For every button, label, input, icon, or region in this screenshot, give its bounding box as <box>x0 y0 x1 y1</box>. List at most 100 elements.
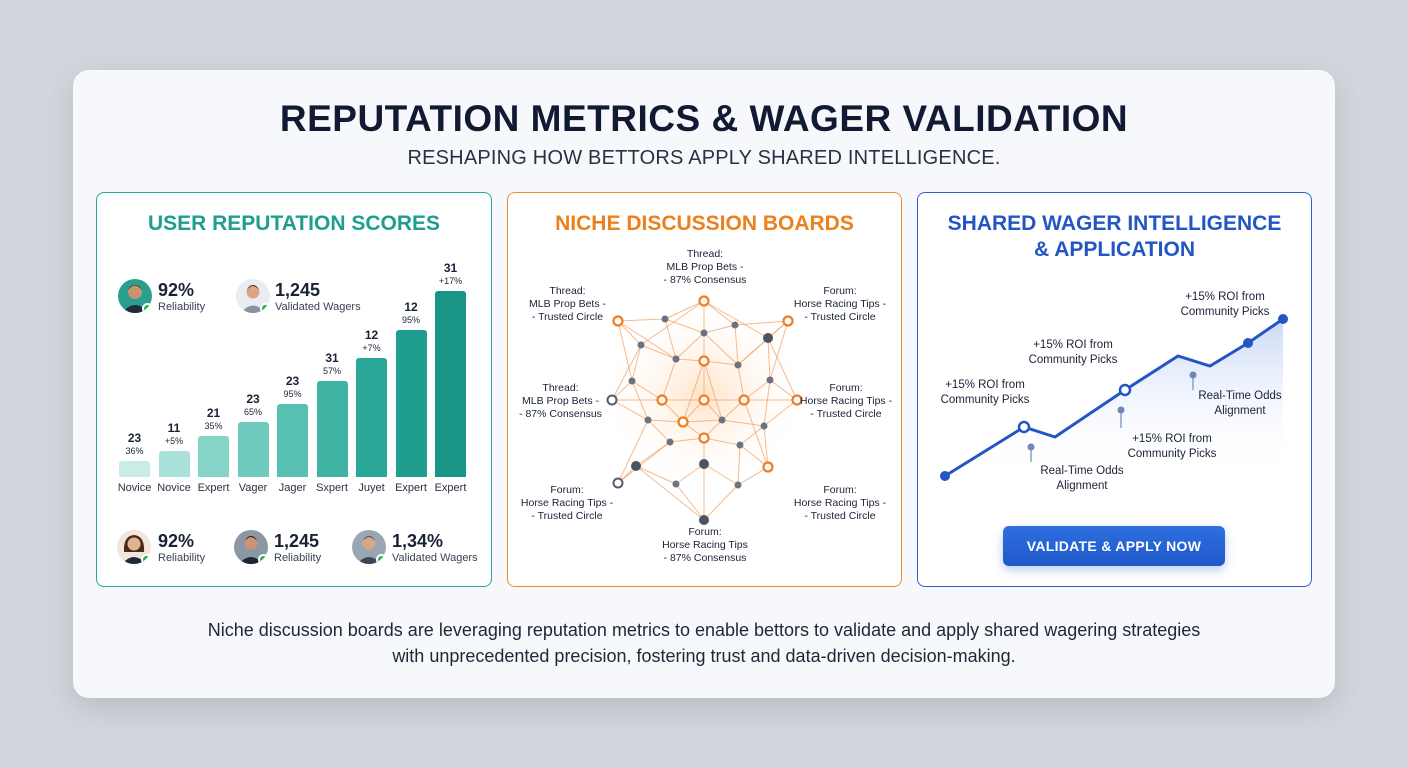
online-status-icon <box>142 303 152 313</box>
bar-percent-label: +7% <box>362 342 381 353</box>
user-node <box>734 481 742 489</box>
bar-category-label: Novice <box>117 482 152 494</box>
network-edge <box>703 300 736 326</box>
data-point <box>1243 338 1253 348</box>
network-edge <box>635 465 677 485</box>
wager-intelligence-panel-title: SHARED WAGER INTELLIGENCE & APPLICATION <box>947 212 1282 261</box>
bar-percent-label: +5% <box>164 435 184 446</box>
network-edge <box>635 465 705 521</box>
network-edge <box>611 399 649 421</box>
stat-label: Validated Wagers <box>392 552 478 564</box>
board-label: Thread: MLB Prop Bets - - 87% Consensus <box>519 382 602 420</box>
data-point <box>1027 443 1035 451</box>
network-edge <box>631 380 663 401</box>
board-label: Forum: Horse Racing Tips - - Trusted Cir… <box>799 382 893 420</box>
network-edge <box>640 344 677 360</box>
reputation-bar <box>237 421 269 477</box>
network-edge <box>737 364 745 401</box>
stat-value: 1,245 <box>274 531 320 551</box>
network-edge <box>631 344 642 382</box>
stat-value: 1,245 <box>275 280 321 300</box>
bar-percent-label: 95% <box>283 388 302 399</box>
network-edge <box>675 332 705 360</box>
network-edge <box>611 344 642 401</box>
network-edge <box>767 337 771 381</box>
board-label: Forum: Horse Racing Tips - - Trusted Cir… <box>793 484 887 522</box>
bar-category-label: Vager <box>238 482 268 494</box>
user-node <box>700 329 708 337</box>
user-node <box>628 377 636 385</box>
network-edge <box>682 419 723 423</box>
board-node <box>698 432 710 444</box>
roi-annotation: +15% ROI from Community Picks <box>1127 433 1217 460</box>
network-edge <box>703 332 739 366</box>
board-node <box>698 355 710 367</box>
network-edge <box>640 300 705 346</box>
data-point <box>1278 314 1288 324</box>
network-edge <box>739 444 769 468</box>
board-label: Forum: Horse Racing Tips - - Trusted Cir… <box>793 285 887 323</box>
network-edge <box>703 360 723 421</box>
bar-value-label: 23 <box>246 391 260 406</box>
network-edge <box>763 425 769 468</box>
data-point <box>1117 406 1125 414</box>
bar-category-label: Expert <box>434 482 467 494</box>
network-edge <box>769 320 789 381</box>
network-edge <box>703 463 739 486</box>
network-edge <box>617 320 677 360</box>
reputation-bar <box>435 291 466 477</box>
bar-category-label: Novice <box>157 482 191 494</box>
stat-label: Validated Wagers <box>275 301 361 313</box>
board-node <box>738 394 750 406</box>
bar-value-label: 12 <box>364 327 379 342</box>
user-avatar <box>234 530 268 564</box>
online-status-icon <box>260 303 270 313</box>
bar-value-label: 21 <box>206 406 221 421</box>
user-node <box>731 321 739 329</box>
board-node <box>677 416 689 428</box>
reputation-bar <box>356 357 387 477</box>
bar-percent-label: +17% <box>438 276 463 286</box>
hub-node <box>699 459 709 469</box>
stat-value: 1,34% <box>392 531 444 551</box>
online-status-icon <box>258 554 268 564</box>
board-node <box>612 477 624 489</box>
reputation-bar <box>316 380 348 477</box>
network-edge <box>737 444 741 486</box>
network-edge <box>664 318 677 360</box>
bar-value-label: 31 <box>443 261 458 275</box>
network-edge <box>763 399 798 427</box>
reputation-bar <box>158 450 190 477</box>
board-node <box>612 315 624 327</box>
online-status-icon <box>141 554 151 564</box>
network-edge <box>617 318 666 322</box>
network-edge <box>617 419 649 484</box>
bar-percent-label: 36% <box>125 445 144 456</box>
board-label: Forum: Horse Racing Tips - - Trusted Cir… <box>520 484 614 522</box>
roi-annotation: +15% ROI from Community Picks <box>1028 339 1118 366</box>
board-node <box>606 394 618 406</box>
user-node <box>672 355 680 363</box>
roi-annotation: +15% ROI from Community Picks <box>940 379 1030 406</box>
bar-percent-label: 95% <box>401 315 420 326</box>
user-avatar <box>117 530 151 564</box>
data-point <box>1189 371 1197 379</box>
board-label: Forum: Horse Racing Tips - 87% Consensus <box>662 526 748 564</box>
bar-value-label: 23 <box>285 373 300 388</box>
bar-category-label: Jager <box>278 482 307 494</box>
validate-apply-button[interactable]: VALIDATE & APPLY NOW <box>1003 526 1225 566</box>
bar-value-label: 11 <box>167 420 181 435</box>
reputation-bar <box>119 460 150 477</box>
bar-category-label: Sxpert <box>316 482 348 494</box>
data-point <box>1118 383 1132 397</box>
reputation-panel-title: USER REPUTATION SCORES <box>147 212 441 235</box>
bar-category-label: Expert <box>395 482 427 494</box>
user-node <box>736 441 744 449</box>
data-point <box>1017 420 1031 434</box>
board-node <box>698 295 710 307</box>
bar-value-label: 12 <box>404 300 418 315</box>
discussion-boards-panel-title: NICHE DISCUSSION BOARDS <box>555 212 854 235</box>
network-edge <box>664 318 705 334</box>
network-edge <box>767 337 798 401</box>
